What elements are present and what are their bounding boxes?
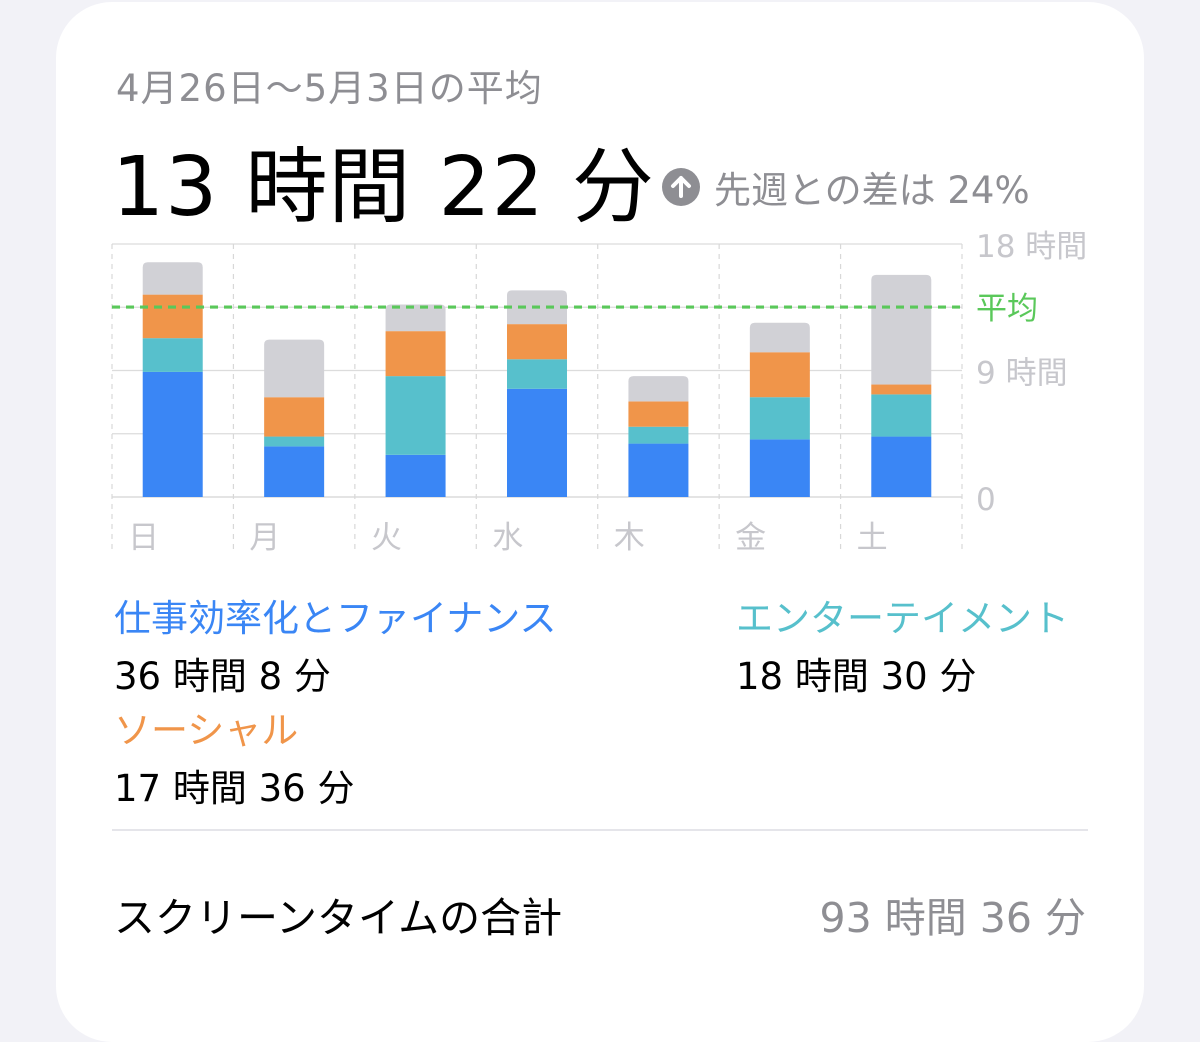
bar-segment[interactable] — [264, 436, 325, 447]
bar-segment[interactable] — [385, 331, 446, 377]
bar-segment[interactable] — [628, 426, 689, 444]
x-tick-label: 水 — [492, 520, 523, 556]
x-tick-label: 木 — [614, 520, 645, 556]
screen-time-card — [56, 2, 1144, 1042]
bar-segment[interactable] — [507, 359, 567, 389]
bar-segment[interactable] — [871, 274, 932, 385]
bar-segment[interactable] — [871, 436, 932, 497]
bar-segment[interactable] — [385, 304, 446, 332]
bar-segment[interactable] — [749, 352, 810, 398]
bar-segment[interactable] — [749, 322, 810, 353]
x-tick-label: 火 — [371, 520, 402, 556]
bar-segment[interactable] — [385, 376, 446, 455]
bar-segment[interactable] — [507, 388, 567, 497]
legend-productivity-name: 仕事効率化とファイナンス — [114, 597, 557, 640]
x-tick-label: 金 — [735, 520, 766, 556]
bar-segment[interactable] — [628, 443, 689, 497]
bar-segment[interactable] — [264, 339, 325, 398]
total-screen-time-value: 93 時間 36 分 — [819, 894, 1086, 942]
y-tick-label: 18 時間 — [976, 229, 1087, 265]
bar-segment[interactable] — [142, 262, 203, 295]
usage-chart[interactable]: 日 月 火 水 木 金 土 18 時間 9 時間 0 平均 — [0, 0, 1200, 976]
bar-segment[interactable] — [142, 371, 203, 497]
x-tick-label: 土 — [857, 520, 888, 556]
legend-entertainment-name: エンターテイメント — [736, 597, 1069, 640]
y-tick-label: 0 — [976, 482, 996, 518]
average-label: 平均 — [976, 291, 1038, 327]
period-label: 4月26日〜5月3日の平均 — [116, 67, 543, 110]
weekly-change: 先週との差は 24% — [662, 160, 1030, 214]
total-screen-time-label[interactable]: スクリーンタイムの合計 — [114, 894, 563, 942]
x-tick-label: 日 — [128, 520, 159, 556]
weekly-change-text: 先週との差は 24% — [714, 169, 1030, 212]
bar-segment[interactable] — [264, 446, 325, 497]
divider — [112, 829, 1088, 831]
daily-average-value: 13 時間 22 分 — [112, 140, 655, 235]
y-tick-label: 9 時間 — [976, 356, 1068, 392]
bar-segment[interactable] — [264, 397, 325, 437]
legend-social-name: ソーシャル — [114, 709, 299, 752]
legend-productivity-value: 36 時間 8 分 — [114, 655, 331, 698]
legend-entertainment-value: 18 時間 30 分 — [736, 655, 977, 698]
bar-segment[interactable] — [628, 401, 689, 427]
bar-segment[interactable] — [628, 376, 689, 402]
arrow-up-circle-icon — [662, 168, 700, 206]
bar-segment[interactable] — [749, 439, 810, 497]
bar-segment[interactable] — [871, 394, 932, 437]
bar-segment[interactable] — [142, 294, 203, 339]
bar-segment[interactable] — [871, 384, 932, 395]
x-tick-label: 月 — [249, 520, 280, 556]
bar-segment[interactable] — [142, 338, 203, 372]
bar-segment[interactable] — [385, 454, 446, 497]
bar-segment[interactable] — [507, 324, 567, 360]
legend-social-value: 17 時間 36 分 — [114, 767, 355, 810]
bar-segment[interactable] — [749, 397, 810, 440]
